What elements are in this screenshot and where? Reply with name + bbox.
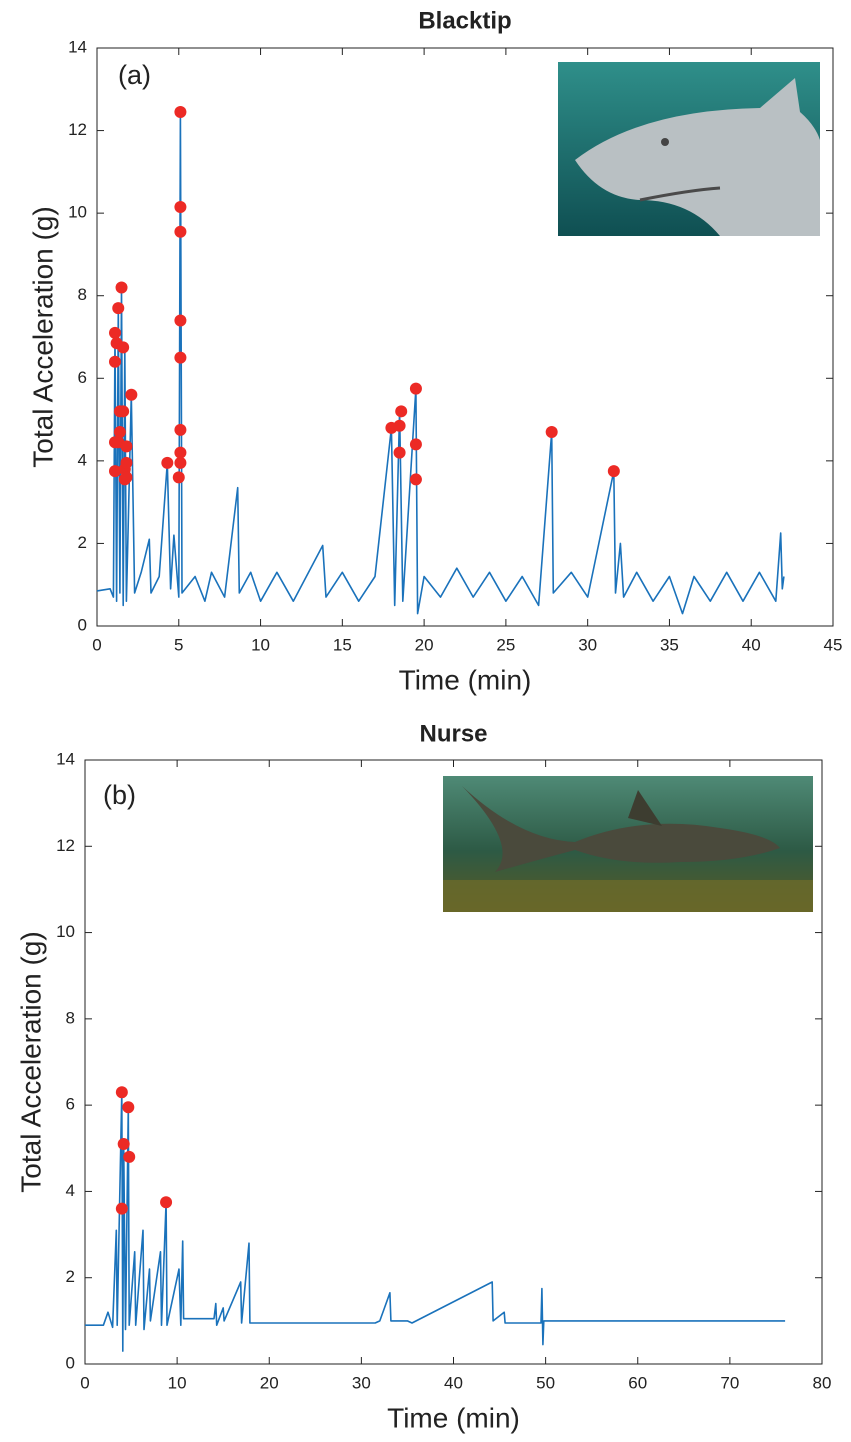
- x-tick-label: 30: [352, 1373, 371, 1392]
- y-tick-label: 10: [68, 203, 87, 222]
- peak-marker: [174, 351, 187, 364]
- peak-marker: [122, 1101, 135, 1114]
- peak-marker: [174, 446, 187, 459]
- peak-marker: [117, 1137, 130, 1150]
- y-tick-label: 0: [78, 615, 87, 634]
- x-tick-label: 45: [824, 635, 843, 654]
- peak-marker: [160, 1196, 173, 1209]
- y-tick-label: 10: [56, 922, 75, 941]
- x-tick-label: 40: [742, 635, 761, 654]
- peak-marker: [117, 405, 130, 418]
- peak-marker: [174, 423, 187, 436]
- peak-marker: [115, 1086, 128, 1099]
- y-tick-label: 4: [66, 1181, 75, 1200]
- acceleration-trace: [96, 111, 785, 615]
- x-tick-label: 40: [444, 1373, 463, 1392]
- peak-marker: [108, 465, 121, 478]
- peak-marker: [117, 341, 130, 354]
- panel-label: (a): [118, 60, 151, 90]
- y-tick-label: 6: [78, 368, 87, 387]
- x-tick-label: 50: [536, 1373, 555, 1392]
- y-tick-label: 2: [66, 1267, 75, 1286]
- y-tick-label: 12: [68, 120, 87, 139]
- peak-marker: [123, 1150, 136, 1163]
- y-tick-label: 4: [78, 450, 87, 469]
- peak-marker: [409, 382, 422, 395]
- peak-marker: [395, 405, 408, 418]
- peak-marker: [115, 281, 128, 294]
- x-tick-label: 5: [174, 635, 183, 654]
- axes-frame: [96, 47, 834, 627]
- peak-marker: [115, 1202, 128, 1215]
- x-axis-label: Time (min): [399, 664, 532, 695]
- y-tick-label: 6: [66, 1095, 75, 1114]
- peak-marker: [172, 471, 185, 484]
- peak-marker: [125, 388, 138, 401]
- peak-marker: [607, 465, 620, 478]
- panel-label: (b): [103, 780, 136, 810]
- x-tick-label: 10: [168, 1373, 187, 1392]
- y-tick-label: 12: [56, 836, 75, 855]
- peak-marker: [393, 446, 406, 459]
- peak-marker: [174, 314, 187, 327]
- peak-marker: [174, 456, 187, 469]
- y-tick-label: 0: [66, 1353, 75, 1372]
- peak-marker: [174, 200, 187, 213]
- peak-marker: [108, 355, 121, 368]
- peak-marker: [120, 471, 133, 484]
- x-tick-label: 35: [660, 635, 679, 654]
- photo-nurse: [443, 776, 813, 912]
- x-tick-label: 0: [92, 635, 101, 654]
- peak-marker: [174, 105, 187, 118]
- x-tick-label: 10: [251, 635, 270, 654]
- peak-marker: [113, 425, 126, 438]
- peak-marker: [174, 225, 187, 238]
- y-tick-label: 2: [78, 533, 87, 552]
- peak-marker: [120, 440, 133, 453]
- y-tick-label: 14: [56, 749, 75, 768]
- peak-marker: [161, 456, 174, 469]
- y-axis-label: Total Acceleration (g): [27, 206, 58, 467]
- chart-title: Blacktip: [418, 7, 511, 34]
- x-tick-label: 80: [813, 1373, 832, 1392]
- x-tick-label: 15: [333, 635, 352, 654]
- x-tick-label: 30: [578, 635, 597, 654]
- peak-marker: [112, 302, 125, 315]
- x-tick-label: 25: [496, 635, 515, 654]
- photo-blacktip: [558, 62, 820, 236]
- x-tick-label: 60: [628, 1373, 647, 1392]
- peak-marker: [409, 473, 422, 486]
- y-tick-label: 8: [78, 285, 87, 304]
- x-tick-label: 0: [80, 1373, 89, 1392]
- peak-marker: [409, 438, 422, 451]
- peak-marker: [120, 456, 133, 469]
- acceleration-trace: [85, 1091, 786, 1352]
- x-tick-label: 20: [415, 635, 434, 654]
- y-axis-label: Total Acceleration (g): [15, 931, 46, 1192]
- x-tick-label: 20: [260, 1373, 279, 1392]
- chart-title: Nurse: [419, 720, 487, 747]
- x-axis-label: Time (min): [387, 1402, 520, 1433]
- peak-marker: [545, 425, 558, 438]
- y-tick-label: 8: [66, 1008, 75, 1027]
- x-tick-label: 70: [720, 1373, 739, 1392]
- peak-marker: [393, 419, 406, 432]
- y-tick-label: 14: [68, 37, 87, 56]
- peak-marker: [108, 326, 121, 339]
